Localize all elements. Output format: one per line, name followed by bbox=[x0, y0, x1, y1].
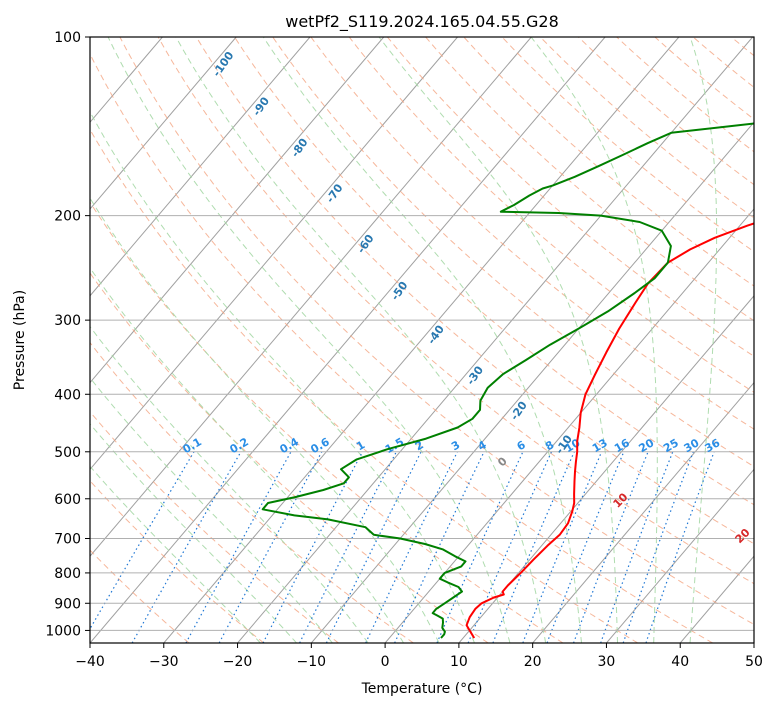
y-tick-label: 500 bbox=[54, 445, 81, 461]
dewpoint-line bbox=[261, 122, 754, 639]
moist-adiabat-line bbox=[689, 37, 718, 643]
dry-adiabat-line bbox=[272, 37, 754, 468]
dry-adiabat-line bbox=[157, 37, 754, 585]
moist-adiabat-line bbox=[90, 110, 475, 643]
y-tick-label: 700 bbox=[54, 532, 81, 548]
mixing-ratio-line bbox=[262, 451, 364, 643]
x-tick-label: −30 bbox=[149, 654, 179, 670]
y-axis-title: Pressure (hPa) bbox=[12, 290, 28, 390]
x-tick-label: −20 bbox=[223, 654, 253, 670]
y-tick-label: 600 bbox=[54, 492, 81, 508]
x-tick-label: 20 bbox=[524, 654, 542, 670]
dry-adiabat-line bbox=[90, 272, 489, 643]
dry-adiabat-line bbox=[770, 37, 775, 643]
moist-adiabat-line bbox=[175, 37, 547, 643]
x-tick-label: 10 bbox=[450, 654, 468, 670]
y-tick-label: 200 bbox=[54, 209, 81, 225]
dry-adiabat-line bbox=[90, 201, 564, 643]
y-tick-label: 900 bbox=[54, 596, 81, 612]
isotherm-line bbox=[90, 37, 237, 210]
temperature-line bbox=[465, 222, 754, 639]
sounding-series bbox=[261, 122, 754, 639]
dry-adiabat-line bbox=[234, 37, 754, 506]
x-tick-label: 40 bbox=[671, 654, 689, 670]
isotherm-line bbox=[458, 295, 754, 643]
plot-background bbox=[90, 37, 754, 643]
x-tick-label: 50 bbox=[745, 654, 763, 670]
y-axis: 100 200 300 400 500 600 700 800 900 1000 bbox=[45, 30, 90, 639]
moist-adiabat-line bbox=[530, 37, 658, 643]
mixing-ratio-line bbox=[365, 451, 458, 643]
moist-adiabat-line bbox=[90, 423, 297, 643]
mixing-ratio-line bbox=[600, 451, 674, 643]
y-tick-label: 400 bbox=[54, 387, 81, 403]
dry-adiabat-line bbox=[90, 549, 190, 643]
dry-adiabat-line bbox=[463, 37, 754, 287]
x-tick-label: −40 bbox=[75, 654, 105, 670]
x-tick-label: 0 bbox=[381, 654, 390, 670]
x-tick-label: −10 bbox=[297, 654, 327, 670]
mixing-ratio-line bbox=[90, 451, 195, 630]
dry-adiabat-line bbox=[90, 128, 639, 643]
dry-adiabat-line bbox=[195, 37, 754, 545]
isotherm-line bbox=[90, 37, 458, 471]
moist-adiabat-line bbox=[90, 377, 333, 643]
mixing-ratio-line bbox=[572, 451, 649, 643]
x-axis: −40 −30 −20 −10 0 10 20 30 40 50 bbox=[75, 643, 763, 670]
isotherm-line bbox=[90, 37, 311, 297]
dry-adiabat-line bbox=[90, 52, 713, 643]
mixing-ratio-line bbox=[436, 451, 524, 643]
isotherm-line bbox=[90, 37, 606, 643]
moist-adiabat-line bbox=[107, 37, 511, 643]
y-tick-label: 300 bbox=[54, 313, 81, 329]
dry-adiabat-line bbox=[90, 341, 414, 643]
plot-frame bbox=[89, 36, 755, 644]
isotherm-line bbox=[384, 208, 754, 643]
isotherm-line bbox=[90, 37, 532, 557]
y-tick-label: 800 bbox=[54, 566, 81, 582]
moist-adiabat-line bbox=[90, 325, 369, 643]
y-tick-label: 100 bbox=[54, 30, 81, 46]
dry-adiabat-line bbox=[310, 37, 754, 430]
isotherm-line bbox=[163, 37, 680, 643]
x-axis-title: Temperature (°C) bbox=[361, 681, 483, 697]
mixing-ratio-line bbox=[218, 451, 323, 643]
x-tick-label: 30 bbox=[598, 654, 616, 670]
dry-adiabat-line bbox=[90, 480, 265, 643]
isotherm-line bbox=[90, 37, 385, 384]
moist-adiabat-line bbox=[90, 197, 440, 643]
moist-adiabat-line bbox=[90, 267, 405, 643]
chart-title: wetPf2_S119.2024.165.04.55.G28 bbox=[285, 12, 559, 32]
isotherm-line bbox=[237, 37, 754, 643]
y-tick-label: 1000 bbox=[45, 623, 81, 639]
isotherm-line bbox=[532, 381, 754, 643]
pressure-gridlines bbox=[90, 37, 754, 631]
background-lines bbox=[90, 37, 775, 643]
isotherm-line bbox=[753, 642, 754, 643]
mixing-ratio-line bbox=[394, 451, 485, 643]
moist-adiabat-line bbox=[262, 37, 582, 643]
dry-adiabat-line bbox=[119, 37, 754, 625]
isotherm-line bbox=[606, 468, 754, 643]
